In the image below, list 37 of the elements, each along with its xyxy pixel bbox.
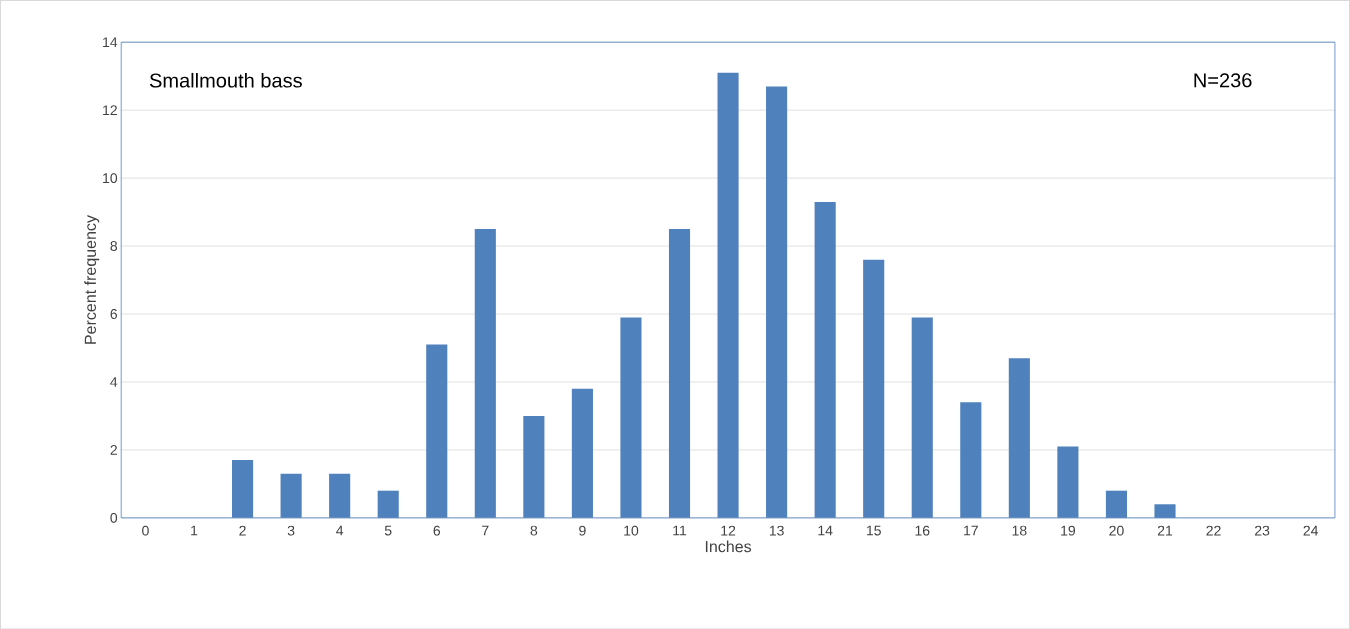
x-tick-label: 17	[964, 525, 978, 536]
y-axis-title: Percent frequency	[84, 214, 100, 344]
x-tick-label: 4	[336, 525, 344, 536]
annotation: N=236	[1194, 72, 1252, 88]
x-tick-label: 16	[915, 525, 930, 536]
x-tick-label: 21	[1157, 525, 1173, 536]
x-tick-label: 11	[673, 525, 687, 536]
x-tick-label: 23	[1255, 525, 1270, 536]
annotation: Smallmouth bass	[149, 72, 302, 88]
x-tick-label: 8	[530, 525, 538, 536]
x-tick-label: 20	[1109, 525, 1124, 536]
x-tick-label: 12	[721, 525, 736, 536]
x-tick-label: 7	[482, 525, 489, 536]
x-tick-label: 13	[769, 525, 784, 536]
y-tick-label: 12	[103, 105, 117, 115]
x-tick-label: 3	[287, 525, 295, 536]
x-tick-label: 24	[1303, 525, 1319, 536]
x-tick-label: 0	[142, 525, 149, 536]
x-tick-label: 19	[1061, 525, 1076, 536]
x-tick-label: 5	[384, 525, 392, 536]
x-tick-label: 22	[1206, 525, 1221, 536]
x-tick-label: 18	[1012, 525, 1027, 536]
x-tick-label: 1	[191, 525, 198, 536]
y-tick-label: 10	[103, 172, 118, 183]
x-tick-label: 9	[579, 525, 586, 536]
y-tick-label: 0	[110, 512, 118, 523]
y-tick-label: 4	[110, 376, 118, 387]
y-tick-label: 6	[110, 308, 118, 319]
x-tick-label: 2	[239, 525, 246, 536]
x-axis-title: Inches	[705, 540, 752, 553]
y-tick-label: 14	[103, 37, 118, 47]
x-tick-label: 10	[624, 525, 639, 536]
x-tick-label: 6	[433, 525, 441, 536]
y-tick-label: 2	[110, 444, 117, 455]
x-tick-label: 15	[866, 525, 881, 536]
y-tick-label: 8	[110, 240, 118, 251]
x-tick-label: 14	[818, 525, 833, 536]
